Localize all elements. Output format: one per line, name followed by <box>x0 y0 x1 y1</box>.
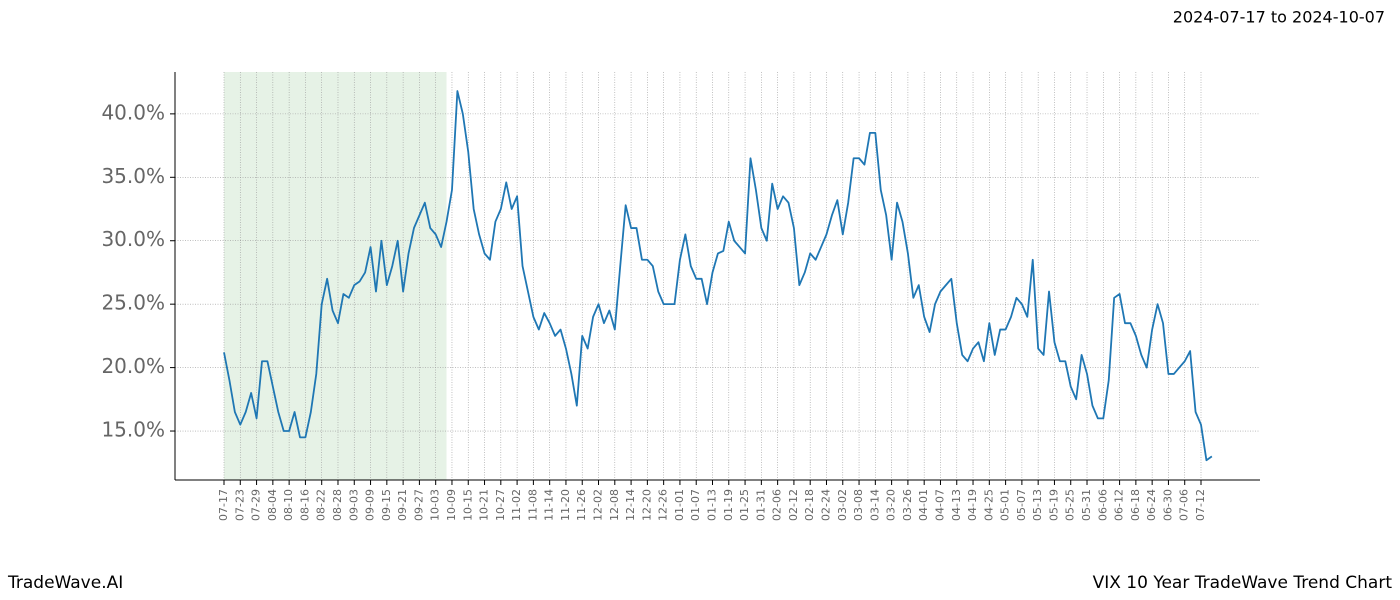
x-tick-label: 06-06 <box>1096 489 1109 521</box>
x-tick-label: 08-10 <box>282 489 295 521</box>
chart-subtitle: 2024-07-17 to 2024-10-07 <box>1173 8 1385 27</box>
x-tick-label: 08-04 <box>266 489 279 521</box>
y-tick-label: 25.0% <box>101 291 165 315</box>
x-tick-label: 01-07 <box>689 489 702 521</box>
y-tick-label: 40.0% <box>101 100 165 124</box>
x-tick-label: 04-01 <box>917 489 930 521</box>
x-tick-label: 08-16 <box>298 489 311 521</box>
x-tick-label: 07-23 <box>233 489 246 521</box>
x-tick-label: 09-03 <box>347 489 360 521</box>
chart-title: VIX 10 Year TradeWave Trend Chart <box>1093 573 1393 593</box>
brand: TradeWave.AI <box>7 573 123 593</box>
x-tick-label: 05-19 <box>1047 489 1060 521</box>
x-tick-label: 12-02 <box>592 489 605 521</box>
x-tick-label: 10-21 <box>478 489 491 521</box>
x-tick-label: 12-08 <box>608 489 621 521</box>
x-tick-label: 05-01 <box>999 489 1012 521</box>
x-tick-label: 07-06 <box>1178 489 1191 521</box>
x-tick-label: 04-25 <box>982 489 995 521</box>
x-tick-label: 12-26 <box>657 489 670 521</box>
x-tick-label: 02-06 <box>771 489 784 521</box>
x-tick-label: 02-24 <box>819 489 832 521</box>
x-tick-label: 09-09 <box>364 489 377 521</box>
x-tick-label: 05-25 <box>1064 489 1077 521</box>
x-tick-label: 10-03 <box>429 489 442 521</box>
x-tick-label: 06-30 <box>1161 489 1174 521</box>
x-tick-label: 01-13 <box>706 489 719 521</box>
x-tick-label: 01-19 <box>722 489 735 521</box>
x-tick-label: 01-01 <box>673 489 686 521</box>
x-tick-label: 04-19 <box>966 489 979 521</box>
x-tick-label: 10-15 <box>461 489 474 521</box>
x-tick-label: 09-27 <box>412 489 425 521</box>
y-tick-label: 20.0% <box>101 354 165 378</box>
x-tick-label: 03-14 <box>868 489 881 521</box>
x-tick-label: 12-14 <box>624 489 637 521</box>
x-tick-label: 04-13 <box>950 489 963 521</box>
x-tick-label: 11-14 <box>543 489 556 521</box>
x-tick-label: 07-29 <box>250 489 263 521</box>
x-tick-label: 11-20 <box>559 489 572 521</box>
x-tick-label: 09-15 <box>380 489 393 521</box>
x-tick-label: 05-13 <box>1031 489 1044 521</box>
x-tick-label: 08-22 <box>315 489 328 521</box>
x-tick-label: 01-25 <box>738 489 751 521</box>
x-tick-label: 06-24 <box>1145 489 1158 521</box>
x-tick-label: 06-18 <box>1129 489 1142 521</box>
x-tick-label: 03-20 <box>885 489 898 521</box>
x-tick-label: 05-31 <box>1080 489 1093 521</box>
y-tick-label: 30.0% <box>101 227 165 251</box>
x-tick-label: 01-31 <box>754 489 767 521</box>
y-tick-label: 15.0% <box>101 418 165 442</box>
x-tick-label: 07-17 <box>217 489 230 521</box>
x-tick-label: 08-28 <box>331 489 344 521</box>
highlight-region <box>224 72 447 480</box>
x-tick-label: 11-02 <box>510 489 523 521</box>
y-tick-label: 35.0% <box>101 164 165 188</box>
x-tick-label: 09-21 <box>396 489 409 521</box>
x-tick-label: 03-02 <box>836 489 849 521</box>
x-tick-label: 05-07 <box>1015 489 1028 521</box>
x-tick-label: 11-08 <box>526 489 539 521</box>
x-tick-label: 11-26 <box>575 489 588 521</box>
x-tick-label: 06-12 <box>1113 489 1126 521</box>
x-tick-label: 07-12 <box>1194 489 1207 521</box>
x-tick-label: 02-18 <box>803 489 816 521</box>
x-tick-label: 03-08 <box>852 489 865 521</box>
trend-line <box>223 90 1213 462</box>
x-tick-label: 10-27 <box>494 489 507 521</box>
x-tick-label: 02-12 <box>787 489 800 521</box>
x-tick-label: 04-07 <box>933 489 946 521</box>
x-tick-label: 10-09 <box>445 489 458 521</box>
x-tick-label: 03-26 <box>901 489 914 521</box>
x-tick-label: 12-20 <box>640 489 653 521</box>
